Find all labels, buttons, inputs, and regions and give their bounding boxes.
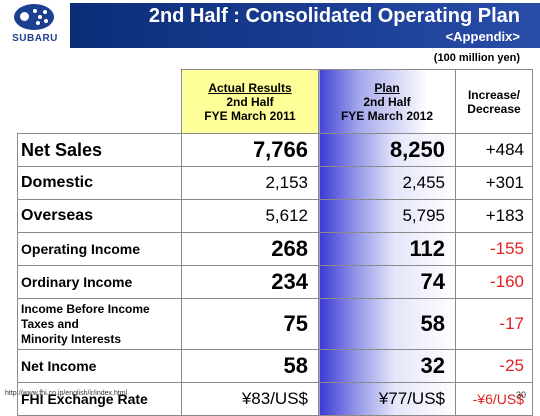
header-change-line2: Decrease <box>467 101 521 116</box>
change-value: +484 <box>455 133 533 167</box>
table-row-net-income: Net Income 58 32 -25 <box>17 349 533 383</box>
actual-value: 2,153 <box>181 166 319 200</box>
header-actual-line3: FYE March 2011 <box>204 108 296 123</box>
change-value: -17 <box>455 298 533 350</box>
actual-value: 268 <box>181 232 319 266</box>
footer-url-link[interactable]: http://www.fhi.co.jp/english/ir/index.ht… <box>5 390 128 397</box>
plan-value: 5,795 <box>318 199 456 233</box>
table-row-income-before-taxes: Income Before Income Taxes and Minority … <box>17 298 533 350</box>
plan-value: 58 <box>318 298 456 350</box>
subaru-logo: SUBARU <box>0 0 70 48</box>
actual-value: ¥83/US$ <box>181 382 319 416</box>
header-plan-line2: 2nd Half <box>363 94 411 109</box>
row-label-line3: Minority Interests <box>21 331 122 346</box>
table-header-row: Actual Results 2nd Half FYE March 2011 P… <box>17 69 533 134</box>
header: SUBARU 2nd Half : Consolidated Operating… <box>0 0 540 64</box>
logo-text: SUBARU <box>12 33 58 44</box>
page-number: 30 <box>515 390 526 400</box>
pleiades-star-icon <box>14 4 54 30</box>
plan-value: 32 <box>318 349 456 383</box>
header-plan-line3: FYE March 2012 <box>340 108 434 123</box>
table-row-overseas: Overseas 5,612 5,795 +183 <box>17 199 533 233</box>
change-value: -25 <box>455 349 533 383</box>
header-change-line1: Increase/ <box>467 87 521 102</box>
row-label: Net Income <box>17 349 182 383</box>
row-label: Operating Income <box>17 232 182 266</box>
header-plan-line1: Plan <box>374 80 400 95</box>
change-value: +301 <box>455 166 533 200</box>
actual-value: 7,766 <box>181 133 319 167</box>
row-label: Domestic <box>17 166 182 200</box>
row-label: Overseas <box>17 199 182 233</box>
plan-value: ¥77/US$ <box>318 382 456 416</box>
plan-value: 112 <box>318 232 456 266</box>
row-label: Ordinary Income <box>17 265 182 299</box>
actual-value: 75 <box>181 298 319 350</box>
actual-value: 234 <box>181 265 319 299</box>
header-actual-line1: Actual Results <box>208 80 292 95</box>
table-row-operating-income: Operating Income 268 112 -155 <box>17 232 533 266</box>
change-value: -155 <box>455 232 533 266</box>
change-value: -160 <box>455 265 533 299</box>
row-label-line1: Income Before Income <box>21 301 150 316</box>
row-label-line2: Taxes and <box>21 316 79 331</box>
plan-value: 2,455 <box>318 166 456 200</box>
unit-note: (100 million yen) <box>433 52 520 64</box>
row-label: Net Sales <box>17 133 182 167</box>
row-label: FHI Exchange Rate <box>17 382 182 416</box>
row-label: Income Before Income Taxes and Minority … <box>17 298 182 350</box>
header-blank-cell <box>17 69 182 134</box>
table-row-exchange-rate: FHI Exchange Rate ¥83/US$ ¥77/US$ -¥6/US… <box>17 382 533 416</box>
title-bar: 2nd Half : Consolidated Operating Plan <… <box>70 3 540 48</box>
table-row-net-sales: Net Sales 7,766 8,250 +484 <box>17 133 533 167</box>
actual-value: 58 <box>181 349 319 383</box>
page-title: 2nd Half : Consolidated Operating Plan <box>148 5 520 27</box>
plan-value: 8,250 <box>318 133 456 167</box>
table-row-domestic: Domestic 2,153 2,455 +301 <box>17 166 533 200</box>
header-plan: Plan 2nd Half FYE March 2012 <box>318 69 456 134</box>
header-actual: Actual Results 2nd Half FYE March 2011 <box>181 69 319 134</box>
page-subtitle: <Appendix> <box>445 29 520 44</box>
plan-value: 74 <box>318 265 456 299</box>
change-value: +183 <box>455 199 533 233</box>
header-actual-line2: 2nd Half <box>226 94 274 109</box>
table-row-ordinary-income: Ordinary Income 234 74 -160 <box>17 265 533 299</box>
header-change: Increase/ Decrease <box>455 69 533 134</box>
operating-plan-table: Actual Results 2nd Half FYE March 2011 P… <box>17 69 533 416</box>
actual-value: 5,612 <box>181 199 319 233</box>
